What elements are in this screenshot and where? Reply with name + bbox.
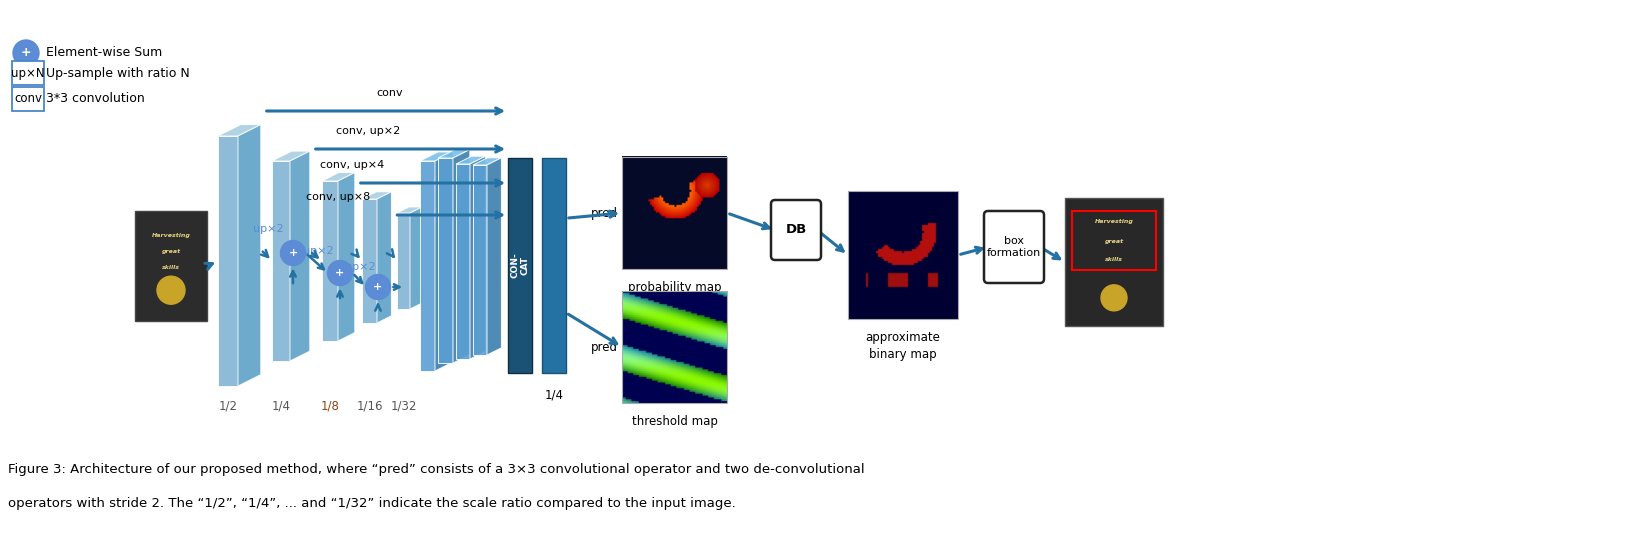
Circle shape	[1102, 285, 1128, 311]
Polygon shape	[377, 192, 392, 323]
Polygon shape	[338, 173, 354, 341]
Polygon shape	[362, 192, 392, 199]
Text: Up-sample with ratio N: Up-sample with ratio N	[46, 67, 190, 80]
Text: +: +	[374, 282, 382, 292]
FancyBboxPatch shape	[135, 211, 206, 321]
Text: skills: skills	[162, 265, 180, 269]
Polygon shape	[488, 158, 502, 355]
Circle shape	[281, 241, 306, 266]
FancyBboxPatch shape	[11, 87, 44, 111]
Text: up×2: up×2	[344, 262, 375, 272]
Text: up×N: up×N	[11, 67, 46, 80]
Bar	[1072, 211, 1155, 269]
Text: operators with stride 2. The “1/2”, “1/4”, ... and “1/32” indicate the scale rat: operators with stride 2. The “1/2”, “1/4…	[8, 497, 736, 510]
Text: skills: skills	[1105, 257, 1123, 262]
Polygon shape	[419, 161, 436, 371]
Polygon shape	[473, 158, 502, 165]
Text: conv: conv	[15, 93, 42, 105]
Polygon shape	[410, 207, 422, 309]
Polygon shape	[271, 161, 289, 361]
Text: Element-wise Sum: Element-wise Sum	[46, 47, 162, 60]
Polygon shape	[439, 158, 453, 363]
Polygon shape	[436, 152, 453, 371]
Polygon shape	[322, 181, 338, 341]
Polygon shape	[457, 156, 486, 164]
Text: pred: pred	[592, 340, 618, 353]
Text: great: great	[161, 249, 180, 254]
Circle shape	[328, 261, 353, 286]
Text: box
formation: box formation	[986, 236, 1042, 258]
Polygon shape	[218, 124, 260, 136]
Text: probability map: probability map	[627, 281, 722, 294]
Text: 3*3 convolution: 3*3 convolution	[46, 93, 145, 105]
Text: DB: DB	[785, 223, 806, 236]
Text: conv: conv	[377, 88, 403, 98]
Text: Harvesting: Harvesting	[1095, 219, 1134, 223]
Text: +: +	[21, 47, 31, 60]
Text: 1/16: 1/16	[356, 399, 384, 412]
Text: Harvesting: Harvesting	[151, 233, 190, 237]
Polygon shape	[439, 150, 470, 158]
Polygon shape	[322, 173, 354, 181]
Text: up×2: up×2	[302, 246, 333, 256]
Polygon shape	[419, 152, 453, 161]
Polygon shape	[396, 213, 410, 309]
Text: 1/4: 1/4	[544, 388, 564, 401]
Text: CON-
CAT: CON- CAT	[510, 253, 530, 279]
Text: 1/8: 1/8	[320, 399, 340, 412]
Polygon shape	[453, 150, 470, 363]
Text: great: great	[1105, 239, 1123, 244]
Text: 1/4: 1/4	[271, 399, 291, 412]
Text: +: +	[335, 268, 344, 278]
Polygon shape	[218, 136, 237, 386]
Text: conv, up×4: conv, up×4	[320, 160, 383, 170]
Polygon shape	[362, 199, 377, 323]
Circle shape	[158, 276, 185, 304]
Text: 1/32: 1/32	[390, 399, 416, 412]
Circle shape	[13, 40, 39, 66]
Polygon shape	[396, 207, 422, 213]
Text: up×2: up×2	[254, 224, 283, 234]
FancyBboxPatch shape	[543, 158, 565, 373]
Text: 1/2: 1/2	[218, 399, 237, 412]
FancyBboxPatch shape	[11, 61, 44, 85]
FancyBboxPatch shape	[770, 200, 821, 260]
Circle shape	[366, 274, 390, 300]
Text: conv, up×8: conv, up×8	[306, 192, 370, 202]
Text: Figure 3: Architecture of our proposed method, where “pred” consists of a 3×3 co: Figure 3: Architecture of our proposed m…	[8, 463, 864, 476]
FancyBboxPatch shape	[1064, 198, 1164, 326]
Text: approximate
binary map: approximate binary map	[866, 331, 941, 361]
Polygon shape	[470, 156, 486, 359]
FancyBboxPatch shape	[509, 158, 531, 373]
Text: threshold map: threshold map	[632, 415, 718, 428]
Polygon shape	[289, 151, 310, 361]
Polygon shape	[237, 124, 260, 386]
Text: +: +	[288, 248, 297, 258]
FancyBboxPatch shape	[985, 211, 1043, 283]
Polygon shape	[457, 164, 470, 359]
Polygon shape	[473, 165, 487, 355]
Text: conv, up×2: conv, up×2	[336, 126, 400, 136]
Polygon shape	[271, 151, 310, 161]
Text: pred: pred	[592, 207, 618, 220]
